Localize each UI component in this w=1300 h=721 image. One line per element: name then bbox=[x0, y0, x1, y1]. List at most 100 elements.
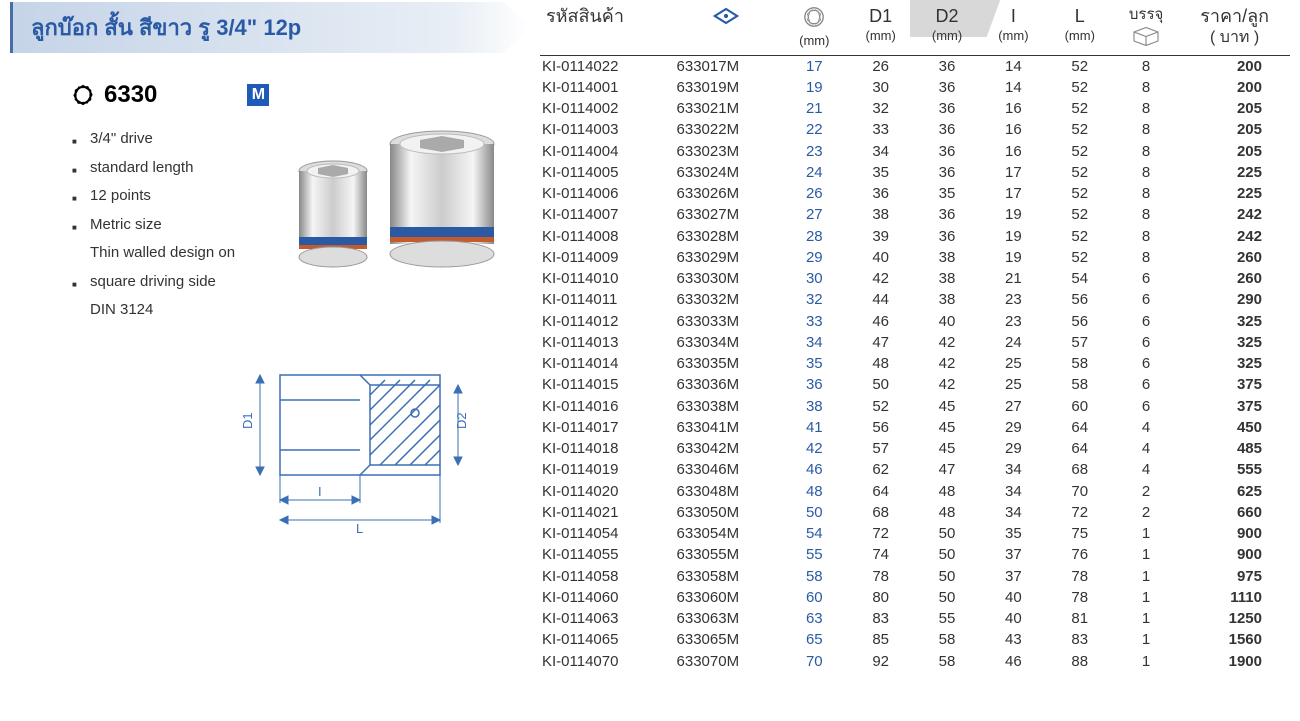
cell-d1: 34 bbox=[847, 141, 913, 162]
cell-pack: 8 bbox=[1113, 184, 1179, 205]
table-row: KI-0114018633042M42574529644485 bbox=[540, 439, 1290, 460]
cell-size: 58 bbox=[781, 566, 847, 587]
cell-d2: 50 bbox=[914, 545, 980, 566]
cell-part: 633035M bbox=[671, 354, 782, 375]
cell-l: 75 bbox=[1047, 524, 1113, 545]
cell-l: 88 bbox=[1047, 651, 1113, 672]
table-row: KI-0114004633023M23343616528205 bbox=[540, 141, 1290, 162]
cell-price: 225 bbox=[1179, 162, 1290, 183]
hdr-i-unit: (mm) bbox=[986, 28, 1040, 44]
cell-sku: KI-0114014 bbox=[540, 354, 671, 375]
cell-size: 21 bbox=[781, 99, 847, 120]
cell-part: 633019M bbox=[671, 77, 782, 98]
cell-pack: 8 bbox=[1113, 120, 1179, 141]
cell-price: 325 bbox=[1179, 311, 1290, 332]
model-row: 6330 M bbox=[72, 81, 530, 109]
cell-pack: 6 bbox=[1113, 290, 1179, 311]
l-label: L bbox=[356, 521, 363, 535]
hdr-d1-unit: (mm) bbox=[853, 28, 907, 44]
table-row: KI-0114007633027M27383619528242 bbox=[540, 205, 1290, 226]
cell-part: 633050M bbox=[671, 502, 782, 523]
cell-l: 56 bbox=[1047, 290, 1113, 311]
cell-size: 32 bbox=[781, 290, 847, 311]
cell-price: 242 bbox=[1179, 226, 1290, 247]
cell-pack: 6 bbox=[1113, 269, 1179, 290]
metric-badge: M bbox=[247, 84, 269, 106]
cell-d2: 42 bbox=[914, 354, 980, 375]
socket-large-image bbox=[382, 129, 502, 269]
cell-l: 52 bbox=[1047, 184, 1113, 205]
cell-sku: KI-0114021 bbox=[540, 502, 671, 523]
cell-l: 52 bbox=[1047, 226, 1113, 247]
cell-price: 200 bbox=[1179, 56, 1290, 78]
technical-drawing: D1 D2 I bbox=[220, 345, 530, 538]
table-row: KI-0114055633055M55745037761900 bbox=[540, 545, 1290, 566]
cell-part: 633032M bbox=[671, 290, 782, 311]
cell-part: 633048M bbox=[671, 481, 782, 502]
cell-pack: 2 bbox=[1113, 481, 1179, 502]
cell-l: 58 bbox=[1047, 354, 1113, 375]
cell-i: 37 bbox=[980, 545, 1046, 566]
cell-d2: 50 bbox=[914, 524, 980, 545]
right-panel: รหัสสินค้า (mm) bbox=[540, 2, 1290, 672]
table-row: KI-0114019633046M46624734684555 bbox=[540, 460, 1290, 481]
feature-item: DIN 3124 bbox=[72, 296, 272, 325]
cell-d2: 36 bbox=[914, 99, 980, 120]
cell-size: 38 bbox=[781, 396, 847, 417]
cell-l: 56 bbox=[1047, 311, 1113, 332]
cell-d1: 56 bbox=[847, 417, 913, 438]
cell-price: 625 bbox=[1179, 481, 1290, 502]
table-row: KI-0114060633060M608050407811110 bbox=[540, 587, 1290, 608]
cell-sku: KI-0114002 bbox=[540, 99, 671, 120]
cell-i: 16 bbox=[980, 120, 1046, 141]
cell-size: 60 bbox=[781, 587, 847, 608]
table-row: KI-0114005633024M24353617528225 bbox=[540, 162, 1290, 183]
cell-sku: KI-0114019 bbox=[540, 460, 671, 481]
cell-sku: KI-0114007 bbox=[540, 205, 671, 226]
cell-sku: KI-0114060 bbox=[540, 587, 671, 608]
cell-d2: 36 bbox=[914, 205, 980, 226]
d1-label: D1 bbox=[240, 412, 255, 429]
cell-l: 52 bbox=[1047, 247, 1113, 268]
feature-item: Thin walled design on bbox=[72, 239, 272, 268]
cell-l: 52 bbox=[1047, 77, 1113, 98]
cell-d1: 52 bbox=[847, 396, 913, 417]
table-row: KI-0114011633032M32443823566290 bbox=[540, 290, 1290, 311]
table-row: KI-0114022633017M17263614528200 bbox=[540, 56, 1290, 78]
cell-size: 29 bbox=[781, 247, 847, 268]
table-body: KI-0114022633017M17263614528200 KI-011400… bbox=[540, 56, 1290, 673]
cell-pack: 4 bbox=[1113, 417, 1179, 438]
cell-i: 40 bbox=[980, 609, 1046, 630]
cell-part: 633038M bbox=[671, 396, 782, 417]
cell-d1: 78 bbox=[847, 566, 913, 587]
cell-size: 42 bbox=[781, 439, 847, 460]
cell-pack: 8 bbox=[1113, 247, 1179, 268]
features-list: 3/4" drivestandard length12 pointsMetric… bbox=[72, 125, 272, 325]
cell-d1: 83 bbox=[847, 609, 913, 630]
cell-price: 900 bbox=[1179, 545, 1290, 566]
hdr-d2: D2 bbox=[920, 6, 974, 28]
table-row: KI-0114003633022M22333616528205 bbox=[540, 120, 1290, 141]
cell-d1: 42 bbox=[847, 269, 913, 290]
cell-size: 26 bbox=[781, 184, 847, 205]
cell-d1: 62 bbox=[847, 460, 913, 481]
cell-d1: 38 bbox=[847, 205, 913, 226]
cell-sku: KI-0114022 bbox=[540, 56, 671, 78]
cell-d2: 50 bbox=[914, 566, 980, 587]
cell-d2: 38 bbox=[914, 290, 980, 311]
cell-i: 19 bbox=[980, 247, 1046, 268]
cell-d2: 42 bbox=[914, 375, 980, 396]
cell-pack: 8 bbox=[1113, 141, 1179, 162]
cell-d2: 38 bbox=[914, 269, 980, 290]
cell-size: 50 bbox=[781, 502, 847, 523]
cell-size: 54 bbox=[781, 524, 847, 545]
cell-pack: 1 bbox=[1113, 609, 1179, 630]
cell-l: 64 bbox=[1047, 417, 1113, 438]
table-row: KI-0114020633048M48644834702625 bbox=[540, 481, 1290, 502]
table-row: KI-0114008633028M28393619528242 bbox=[540, 226, 1290, 247]
cell-size: 55 bbox=[781, 545, 847, 566]
cell-d1: 72 bbox=[847, 524, 913, 545]
cell-price: 900 bbox=[1179, 524, 1290, 545]
cell-i: 19 bbox=[980, 226, 1046, 247]
cell-price: 325 bbox=[1179, 332, 1290, 353]
